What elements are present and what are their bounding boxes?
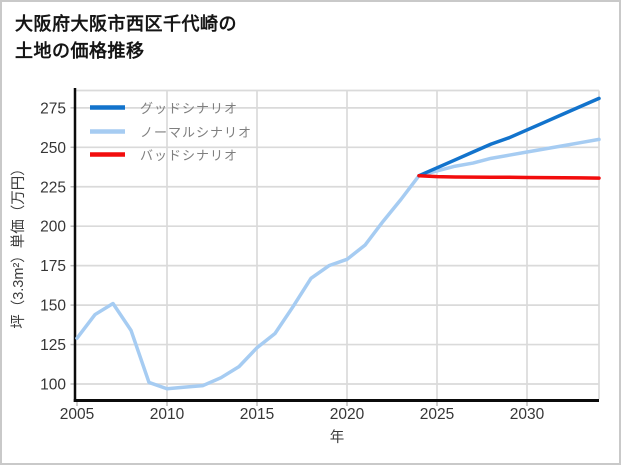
gridlines (75, 89, 600, 399)
y-tick-label: 275 (40, 100, 66, 117)
x-tick-label: 2025 (420, 406, 454, 423)
axis-tick-labels: 100 125 150 175 200 225 250 275 2005 2010 2015 2020… (40, 100, 544, 423)
y-axis-title: 坪（3.3m²）単価（万円） (10, 161, 27, 329)
legend-item-normal-scenario[interactable]: ノーマルシナリオ (89, 120, 252, 144)
y-tick-label: 225 (40, 179, 66, 196)
x-axis-title: 年 (330, 429, 345, 446)
y-tick-label: 250 (40, 140, 66, 157)
good-scenario-line (417, 96, 601, 178)
bad-scenario-line (417, 173, 601, 180)
legend-label-good: グッドシナリオ (140, 101, 239, 117)
legend-label-bad: バッドシナリオ (140, 148, 239, 164)
good-scenario-swatch (90, 105, 125, 111)
normal-scenario-line (75, 137, 601, 391)
x-tick-label: 2030 (510, 406, 545, 423)
x-tick-label: 2010 (150, 406, 185, 423)
y-tick-label: 125 (40, 337, 66, 354)
chart-title: 大阪府大阪市西区千代崎の 土地の価格推移 (15, 11, 237, 64)
legend-item-good-scenario[interactable]: グッドシナリオ (89, 96, 252, 120)
y-tick-label: 200 (40, 219, 66, 236)
legend: グッドシナリオ ノーマルシナリオ バッドシナリオ (89, 96, 252, 167)
bad-scenario-swatch (90, 152, 125, 158)
x-tick-label: 2020 (330, 406, 365, 423)
x-tick-label: 2015 (240, 406, 274, 423)
y-tick-label: 150 (40, 298, 66, 315)
y-tick-label: 100 (40, 377, 66, 394)
x-tick-label: 2005 (60, 406, 94, 423)
normal-scenario-swatch (90, 129, 125, 134)
y-tick-label: 175 (40, 258, 66, 275)
legend-label-normal: ノーマルシナリオ (140, 124, 253, 140)
legend-item-bad-scenario[interactable]: バッドシナリオ (89, 143, 252, 167)
chart-title-line2: 土地の価格推移 (15, 40, 145, 61)
chart-title-line1: 大阪府大阪市西区千代崎の (15, 14, 237, 34)
